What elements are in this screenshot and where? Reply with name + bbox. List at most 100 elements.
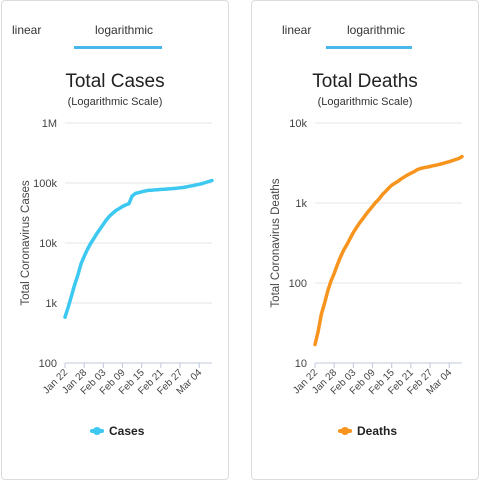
- data-point: [394, 182, 396, 185]
- data-point: [403, 175, 406, 178]
- data-point: [422, 166, 425, 169]
- data-point: [333, 272, 336, 275]
- data-point: [457, 157, 460, 160]
- data-point: [112, 212, 114, 215]
- y-tick-label: 100k: [33, 178, 57, 190]
- y-tick-label: 10k: [289, 118, 307, 130]
- data-point: [188, 185, 191, 188]
- data-point: [397, 180, 399, 183]
- data-point: [137, 191, 140, 194]
- data-point: [128, 202, 130, 205]
- data-point: [355, 226, 358, 229]
- tab-logarithmic[interactable]: logarithmic: [347, 23, 406, 37]
- chart-subtitle: (Logarithmic Scale): [317, 96, 413, 108]
- data-point: [64, 316, 66, 319]
- data-point: [179, 186, 181, 189]
- series-line-deaths: [313, 154, 464, 347]
- y-tick-label: 1M: [42, 118, 57, 130]
- y-tick-label: 100: [289, 278, 307, 290]
- data-point: [438, 163, 441, 166]
- data-point: [320, 313, 323, 315]
- scale-tabs: linear logarithmic: [2, 1, 228, 49]
- legend-deaths[interactable]: Deaths: [338, 424, 397, 438]
- data-point: [314, 343, 316, 346]
- legend-label: Cases: [109, 424, 145, 438]
- data-point: [435, 164, 438, 167]
- data-point: [73, 284, 76, 286]
- data-point: [147, 189, 150, 192]
- tab-linear[interactable]: linear: [282, 23, 312, 37]
- legend-swatch-cases: [90, 427, 104, 435]
- data-point: [368, 209, 371, 212]
- data-point: [317, 330, 320, 333]
- data-point: [124, 204, 127, 206]
- data-point: [390, 184, 393, 187]
- data-point: [378, 198, 380, 201]
- data-point: [419, 167, 422, 170]
- data-point: [76, 274, 79, 277]
- tab-logarithmic[interactable]: logarithmic: [95, 23, 154, 37]
- chart-subtitle: (Logarithmic Scale): [67, 96, 163, 108]
- y-tick-label: 10: [295, 358, 307, 370]
- legend-cases[interactable]: Cases: [90, 424, 144, 438]
- y-tick-label: 1k: [45, 298, 57, 310]
- data-point: [365, 213, 367, 216]
- data-point: [105, 218, 108, 221]
- data-point: [451, 159, 454, 162]
- cases-chart-panel: linear logarithmic Total Cases (Logarith…: [1, 0, 229, 480]
- data-point: [413, 170, 415, 173]
- data-point: [121, 205, 124, 208]
- data-point: [416, 168, 419, 171]
- data-point: [362, 217, 364, 220]
- data-point: [425, 166, 428, 169]
- data-point: [201, 182, 204, 185]
- chart-title: Total Deaths: [312, 71, 418, 92]
- data-point: [330, 280, 332, 282]
- data-point: [448, 160, 451, 163]
- data-point: [191, 184, 194, 187]
- data-point: [96, 232, 98, 235]
- tab-linear[interactable]: linear: [12, 23, 42, 37]
- active-tab-indicator: [326, 46, 412, 49]
- data-point: [387, 187, 390, 190]
- data-point: [92, 237, 95, 240]
- data-point: [461, 155, 463, 158]
- data-point: [204, 181, 207, 184]
- data-point: [108, 215, 111, 217]
- data-point: [163, 188, 166, 191]
- data-point: [67, 306, 70, 309]
- data-point: [169, 187, 172, 190]
- data-point: [207, 180, 210, 183]
- y-tick-label: 1k: [295, 198, 307, 210]
- y-axis-label: Total Coronavirus Cases: [20, 180, 32, 306]
- data-point: [381, 194, 383, 196]
- data-point: [339, 255, 342, 258]
- data-point: [374, 201, 377, 204]
- active-tab-indicator: [74, 46, 162, 49]
- data-point: [336, 263, 339, 266]
- legend-label: Deaths: [357, 424, 398, 438]
- chart-title: Total Cases: [65, 71, 165, 92]
- data-point: [156, 188, 159, 191]
- data-point: [406, 174, 409, 176]
- data-point: [326, 289, 329, 292]
- data-point: [86, 248, 89, 251]
- data-point: [166, 188, 169, 190]
- data-point: [89, 242, 92, 245]
- data-point: [198, 183, 201, 186]
- data-point: [118, 207, 121, 210]
- legend-swatch-deaths: [338, 427, 352, 435]
- data-point: [352, 231, 355, 234]
- data-point: [70, 295, 73, 298]
- data-point: [371, 205, 374, 208]
- data-point: [342, 249, 345, 251]
- data-point: [172, 187, 175, 190]
- data-point: [150, 189, 153, 192]
- data-point: [182, 186, 185, 189]
- y-tick-label: 100: [39, 358, 57, 370]
- data-point: [384, 190, 387, 193]
- data-point: [195, 184, 197, 186]
- data-point: [323, 302, 326, 304]
